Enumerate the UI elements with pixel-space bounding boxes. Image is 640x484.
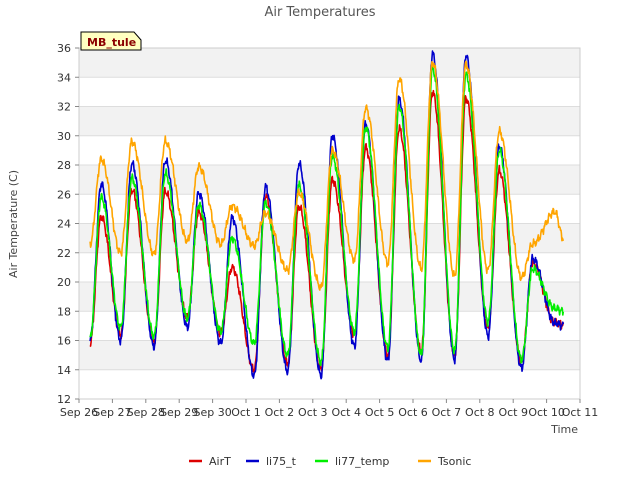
y-tick-label: 32 (57, 101, 71, 114)
grid-band (79, 340, 580, 370)
grid-band (79, 282, 580, 312)
grid-band (79, 48, 580, 78)
y-tick-label: 14 (57, 364, 71, 377)
x-tick-label: Oct 7 (432, 406, 462, 419)
x-tick-label: Oct 1 (231, 406, 261, 419)
y-axis: 12 14 16 18 20 22 24 26 28 30 32 34 36 (57, 42, 79, 406)
y-tick-label: 24 (57, 218, 71, 231)
grid-band (79, 106, 580, 136)
x-tick-label: Sep 27 (93, 406, 131, 419)
legend-label: AirT (209, 455, 231, 468)
y-tick-label: 18 (57, 305, 71, 318)
x-tick-label: Oct 10 (528, 406, 565, 419)
y-tick-label: 34 (57, 71, 71, 84)
series-line-li77-temp (89, 65, 565, 367)
x-tick-label: Oct 8 (465, 406, 495, 419)
x-tick-label: Oct 5 (365, 406, 395, 419)
grid-band (79, 223, 580, 253)
y-tick-label: 26 (57, 188, 71, 201)
x-tick-label: Oct 11 (562, 406, 599, 419)
y-tick-label: 22 (57, 247, 71, 260)
y-axis-label: Air Temperature (C) (7, 170, 20, 278)
legend-label: li75_t (266, 455, 297, 468)
x-axis-label: Time (550, 423, 578, 436)
y-tick-label: 20 (57, 276, 71, 289)
y-tick-label: 16 (57, 335, 71, 348)
y-tick-label: 30 (57, 130, 71, 143)
x-tick-label: Oct 3 (298, 406, 328, 419)
station-tag-label: MB_tule (87, 36, 136, 49)
station-tag-shape (80, 31, 142, 51)
series-layer (89, 50, 565, 380)
y-tick-label: 28 (57, 159, 71, 172)
y-tick-label: 36 (57, 42, 71, 55)
x-tick-label: Oct 2 (265, 406, 295, 419)
x-tick-label: Sep 28 (127, 406, 165, 419)
x-tick-label: Sep 29 (160, 406, 198, 419)
legend: AirT li75_t li77_temp Tsonic (189, 455, 471, 468)
chart-title: Air Temperatures (264, 5, 375, 20)
x-tick-label: Oct 6 (398, 406, 428, 419)
x-tick-label: Sep 26 (60, 406, 98, 419)
x-tick-label: Sep 30 (193, 406, 231, 419)
x-tick-label: Oct 9 (498, 406, 528, 419)
x-tick-label: Oct 4 (331, 406, 361, 419)
legend-label: li77_temp (335, 455, 389, 468)
series-line-tsonic (89, 60, 565, 291)
legend-label: Tsonic (437, 455, 471, 468)
y-tick-label: 12 (57, 393, 71, 406)
station-tag: MB_tule (80, 31, 142, 51)
